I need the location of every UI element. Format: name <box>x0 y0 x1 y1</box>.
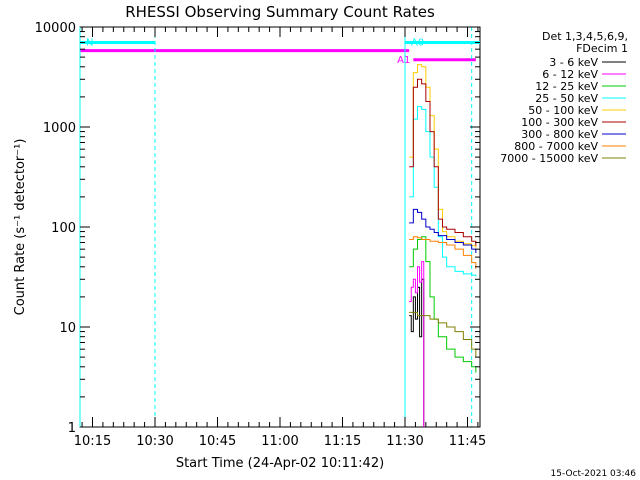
legend-entry-label: 100 - 300 keV <box>521 116 598 129</box>
x-tick-label: 11:45 <box>449 434 486 449</box>
x-tick-label: 11:00 <box>261 434 298 449</box>
y-tick-label: 100 <box>51 221 76 236</box>
x-axis-label: Start Time (24-Apr-02 10:11:42) <box>176 456 384 471</box>
x-tick-label: 10:15 <box>74 434 111 449</box>
x-tick-label: 10:30 <box>136 434 173 449</box>
legend-header: FDecim 1 <box>576 42 628 55</box>
series-group <box>409 64 477 427</box>
y-tick-label: 1 <box>68 421 76 436</box>
y-axis-label: Count Rate (s⁻¹ detector⁻¹) <box>13 139 28 316</box>
series-line <box>409 106 477 277</box>
legend-header: Det 1,3,4,5,6,9, <box>542 30 628 43</box>
legend-entry-label: 300 - 800 keV <box>521 128 598 141</box>
chart-title: RHESSI Observing Summary Count Rates <box>125 3 435 21</box>
legend-entry-label: 3 - 6 keV <box>549 56 598 69</box>
y-axis: 1 10 100 1000 10000 <box>35 21 480 436</box>
legend-entry-label: 6 - 12 keV <box>542 68 598 81</box>
flag-label: N <box>86 37 93 48</box>
legend-entry-label: 25 - 50 keV <box>535 92 598 105</box>
x-tick-label: 10:45 <box>199 434 236 449</box>
footer-timestamp: 15-Oct-2021 03:46 <box>551 469 637 479</box>
flag-label: A0 <box>411 37 424 48</box>
x-tick-label: 11:30 <box>386 434 423 449</box>
legend-entry-label: 7000 - 15000 keV <box>500 152 598 165</box>
x-tick-label: 11:15 <box>324 434 361 449</box>
series-line <box>409 261 425 427</box>
y-tick-label: 1000 <box>43 121 76 136</box>
plot-frame <box>79 26 481 428</box>
flag-label: A1 <box>397 55 410 66</box>
series-line <box>409 78 477 246</box>
legend-entry-label: 800 - 7000 keV <box>514 140 598 153</box>
legend-entry-label: 50 - 100 keV <box>528 104 598 117</box>
x-axis: 10:15 10:30 10:45 11:00 11:15 11:30 11:45 <box>74 27 486 449</box>
series-line <box>409 278 425 427</box>
series-line <box>409 311 477 358</box>
series-line <box>409 208 477 253</box>
y-tick-label: 10 <box>59 321 76 336</box>
y-tick-label: 10000 <box>35 21 76 36</box>
legend-entry-label: 12 - 25 keV <box>535 80 598 93</box>
series-line <box>409 236 477 270</box>
